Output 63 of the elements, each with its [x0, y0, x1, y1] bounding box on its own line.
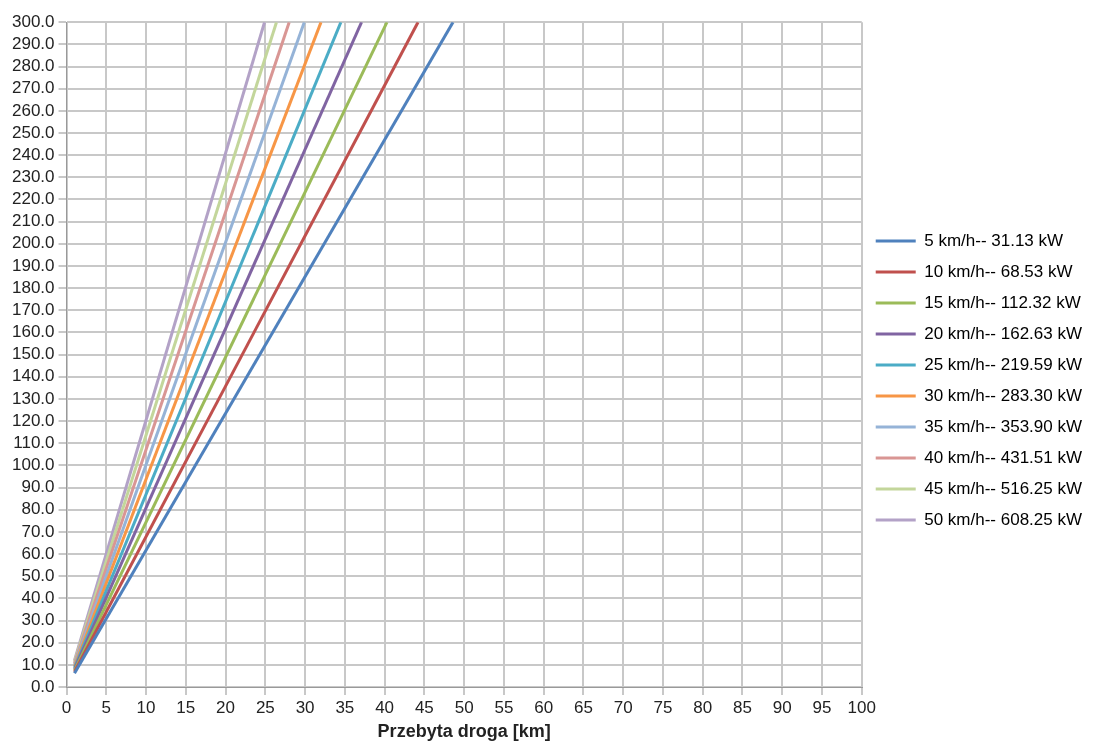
y-tick-label: 20.0: [21, 632, 55, 652]
y-tick-label: 200.0: [11, 233, 55, 253]
x-tick-label: 60: [534, 697, 554, 717]
y-tick-label: 240.0: [11, 144, 55, 164]
x-tick-label: 85: [732, 697, 752, 717]
y-tick-label: 70.0: [21, 521, 55, 541]
y-tick-label: 260.0: [11, 100, 55, 120]
y-tick-label: 30.0: [21, 610, 55, 630]
x-tick-label: 35: [335, 697, 355, 717]
y-tick-label: 50.0: [21, 565, 55, 585]
y-tick-label: 0.0: [30, 676, 55, 696]
y-tick-label: 100.0: [11, 455, 55, 475]
y-tick-label: 170.0: [11, 299, 55, 319]
x-tick-label: 25: [255, 697, 275, 717]
x-tick-label: 95: [812, 697, 832, 717]
legend-label: 5 km/h-- 31.13 kW: [924, 230, 1064, 250]
legend-label: 10 km/h-- 68.53 kW: [924, 261, 1073, 281]
y-tick-label: 210.0: [11, 211, 55, 231]
x-tick-label: 50: [454, 697, 474, 717]
x-axis-title: Przebyta droga [km]: [377, 721, 551, 742]
x-tick-label: 20: [216, 697, 236, 717]
y-tick-label: 280.0: [11, 56, 55, 76]
legend-label: 30 km/h-- 283.30 kW: [924, 385, 1082, 405]
y-tick-label: 150.0: [11, 344, 55, 364]
legend-label: 40 km/h-- 431.51 kW: [924, 447, 1082, 467]
legend-label: 35 km/h-- 353.90 kW: [924, 416, 1082, 436]
legend-label: 50 km/h-- 608.25 kW: [924, 509, 1082, 529]
x-tick-label: 80: [693, 697, 713, 717]
y-tick-label: 230.0: [11, 167, 55, 187]
y-tick-label: 130.0: [11, 388, 55, 408]
x-tick-label: 45: [414, 697, 434, 717]
y-tick-label: 270.0: [11, 78, 55, 98]
y-tick-label: 220.0: [11, 189, 55, 209]
x-tick-label: 30: [295, 697, 315, 717]
x-tick-label: 15: [176, 697, 196, 717]
x-tick-label: 70: [613, 697, 633, 717]
x-tick-label: 55: [494, 697, 514, 717]
y-tick-label: 180.0: [11, 277, 55, 297]
x-tick-label: 10: [136, 697, 156, 717]
y-tick-label: 40.0: [21, 588, 55, 608]
y-tick-label: 250.0: [11, 122, 55, 142]
y-tick-label: 120.0: [11, 410, 55, 430]
y-tick-label: 290.0: [11, 34, 55, 54]
y-tick-label: 80.0: [21, 499, 55, 519]
x-tick-label: 40: [375, 697, 395, 717]
legend-label: 25 km/h-- 219.59 kW: [924, 354, 1082, 374]
x-tick-label: 90: [772, 697, 792, 717]
y-tick-label: 160.0: [11, 322, 55, 342]
x-tick-label: 5: [101, 697, 112, 717]
x-tick-label: 75: [653, 697, 673, 717]
y-tick-label: 300.0: [11, 11, 55, 31]
y-tick-label: 60.0: [21, 543, 55, 563]
legend-label: 20 km/h-- 162.63 kW: [924, 323, 1082, 343]
y-tick-label: 90.0: [21, 477, 55, 497]
x-tick-label: 0: [61, 697, 72, 717]
legend-label: 15 km/h-- 112.32 kW: [924, 292, 1081, 312]
x-tick-label: 100: [847, 697, 876, 717]
legend-label: 45 km/h-- 516.25 kW: [924, 478, 1082, 498]
y-tick-label: 190.0: [11, 255, 55, 275]
x-tick-label: 65: [573, 697, 593, 717]
y-tick-label: 110.0: [13, 432, 55, 452]
y-tick-label: 10.0: [21, 654, 55, 674]
y-tick-label: 140.0: [11, 366, 55, 386]
